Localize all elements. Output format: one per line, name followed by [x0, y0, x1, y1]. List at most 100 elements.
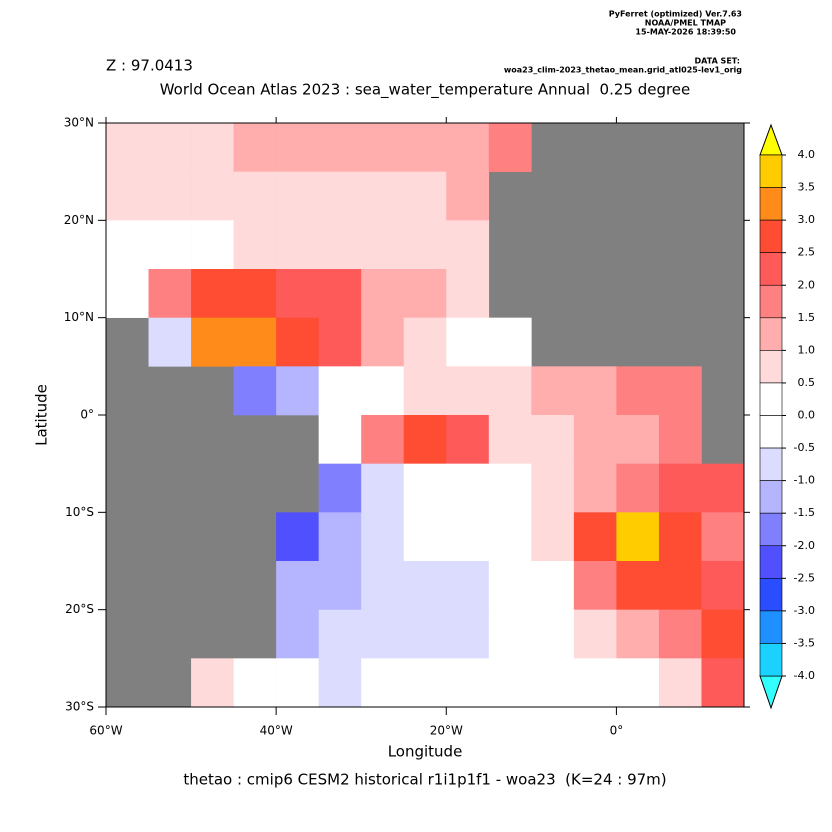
dataset-label: DATA SET: [695, 57, 740, 66]
cell [531, 415, 575, 464]
cell [403, 658, 447, 708]
cell [276, 123, 319, 172]
colorbar-band [759, 350, 783, 384]
x-axis-label: Longitude [388, 743, 463, 761]
cell [191, 658, 234, 708]
cell [573, 609, 617, 659]
cell [276, 512, 319, 562]
y-tick-label: 30°N [64, 116, 94, 130]
cell [446, 512, 490, 562]
y-tick-label: 10°S [65, 505, 94, 519]
y-tick-label: 10°N [64, 310, 94, 324]
cell [531, 512, 575, 562]
cell [446, 561, 490, 610]
cell [361, 220, 405, 270]
cell [233, 269, 277, 318]
cell [488, 317, 532, 367]
colorbar-band [759, 187, 783, 221]
cell [191, 220, 234, 270]
cell [191, 269, 234, 318]
colorbar-label: -1.0 [794, 474, 815, 487]
colorbar-band [759, 252, 783, 286]
colorbar-label: -2.0 [794, 539, 815, 552]
cell [573, 415, 617, 464]
cell [658, 512, 702, 562]
cell [573, 366, 617, 416]
cell [106, 220, 149, 270]
cell [573, 658, 617, 708]
cell [148, 220, 192, 270]
cell [148, 269, 192, 318]
y-tick-label: 0° [80, 408, 94, 422]
cell [191, 317, 234, 367]
cell [616, 415, 660, 464]
cell [318, 269, 362, 318]
cell [488, 123, 532, 172]
cell [403, 269, 447, 318]
cell [318, 561, 362, 610]
colorbar-label: -1.5 [794, 506, 815, 519]
colorbar-over [759, 123, 783, 156]
colorbar-label: 0.5 [798, 376, 816, 389]
y-tick-label: 20°S [65, 602, 94, 616]
cell [276, 609, 319, 659]
cell [446, 123, 490, 172]
cell [403, 415, 447, 464]
colorbar-band [759, 382, 783, 416]
depth-label: Z : 97.0413 [106, 57, 193, 75]
cell [233, 220, 277, 270]
cell [361, 609, 405, 659]
cell [318, 415, 362, 464]
cell [318, 512, 362, 562]
cell [403, 561, 447, 610]
cell [276, 366, 319, 416]
cell [403, 220, 447, 270]
cell [361, 415, 405, 464]
cell [276, 171, 319, 221]
cell [361, 512, 405, 562]
colorbar-band [759, 610, 783, 644]
x-tick-label: 60°W [89, 724, 122, 738]
x-tick-label: 20°W [430, 724, 463, 738]
colorbar-label: -2.5 [794, 571, 815, 584]
cell [488, 609, 532, 659]
cell [148, 171, 192, 221]
cell [318, 658, 362, 708]
cell [701, 512, 745, 562]
cell [361, 171, 405, 221]
dataset: woa23_clim-2023_thetao_mean.grid_atl025-… [504, 66, 742, 75]
cell [106, 171, 149, 221]
cell [658, 415, 702, 464]
y-axis-label: Latitude [33, 384, 51, 446]
cell [318, 171, 362, 221]
cell [446, 658, 490, 708]
cell [446, 317, 490, 367]
cell [403, 609, 447, 659]
cell [616, 512, 660, 562]
cell [191, 123, 234, 172]
cell [276, 561, 319, 610]
cell [573, 561, 617, 610]
cell [233, 366, 277, 416]
cell [361, 123, 405, 172]
cell [446, 269, 490, 318]
colorbar-band [759, 219, 783, 253]
chart-title: World Ocean Atlas 2023 : sea_water_tempe… [160, 81, 691, 100]
cell [106, 123, 149, 172]
colorbar-label: 3.5 [798, 181, 816, 194]
cell [318, 609, 362, 659]
cell [361, 317, 405, 367]
cell [276, 269, 319, 318]
cell [403, 317, 447, 367]
colorbar-label: 3.0 [798, 213, 816, 226]
cell [233, 171, 277, 221]
colorbar-band [759, 578, 783, 612]
colorbar-label: 4.0 [798, 148, 816, 161]
cell [403, 123, 447, 172]
cell [531, 561, 575, 610]
colorbar-band [759, 480, 783, 514]
header-line: PyFerret (optimized) Ver.7.63 [609, 10, 742, 19]
colorbar-band [759, 284, 783, 319]
